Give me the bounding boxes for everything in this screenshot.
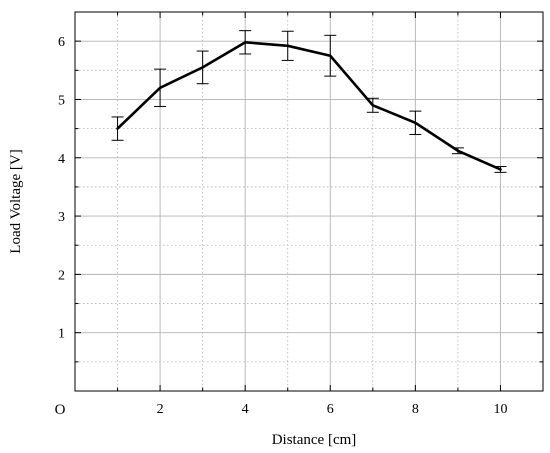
- y-tick-label: 3: [58, 210, 65, 225]
- axis-ticks: [75, 12, 543, 391]
- y-tick-label: 4: [58, 152, 65, 167]
- plot-frame: [74, 11, 544, 392]
- x-tick-label: 6: [327, 402, 334, 417]
- major-grid: [75, 12, 543, 391]
- y-axis-label: Load Voltage [V]: [8, 149, 24, 253]
- y-tick-label: 2: [58, 268, 65, 283]
- minor-grid: [75, 12, 544, 391]
- x-tick-label: 2: [157, 402, 164, 417]
- origin-label: O: [55, 402, 66, 418]
- x-tick-label: 4: [242, 402, 249, 417]
- x-tick-label: 8: [412, 402, 419, 417]
- x-axis-label: Distance [cm]: [272, 432, 357, 448]
- y-tick-label: 6: [58, 35, 65, 50]
- x-tick-label: 10: [493, 402, 507, 417]
- series-line: [116, 41, 502, 171]
- y-tick-label: 5: [58, 93, 65, 108]
- y-tick-label: 1: [58, 327, 65, 342]
